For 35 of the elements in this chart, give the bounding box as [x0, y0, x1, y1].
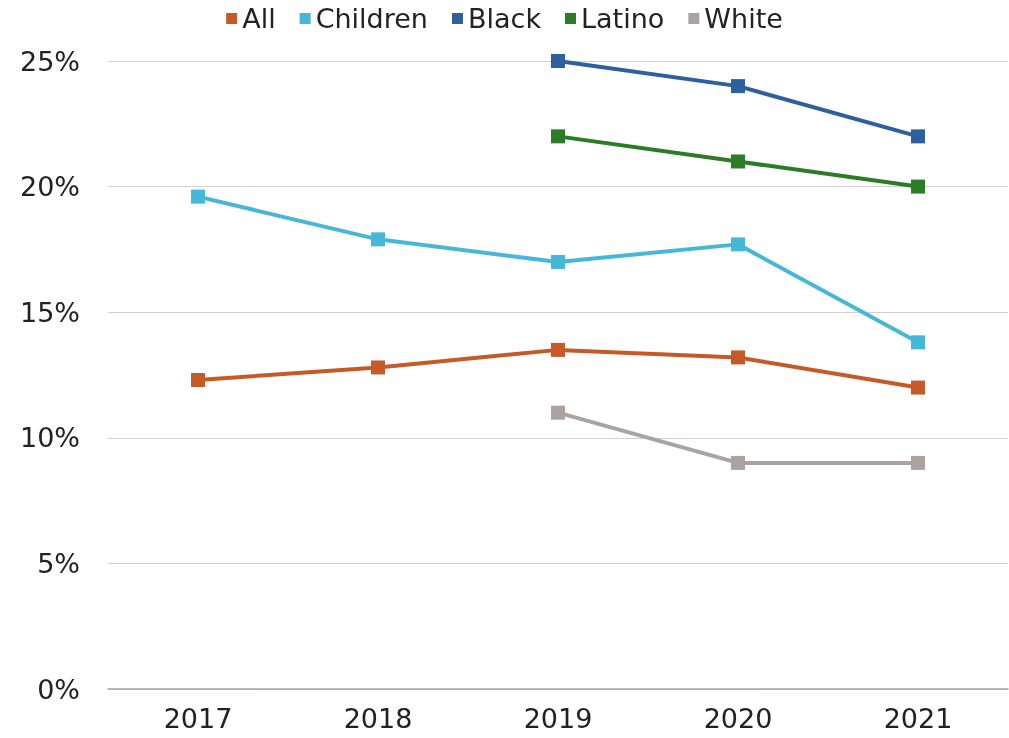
legend-label: Black [467, 3, 542, 34]
point [731, 79, 745, 94]
point [551, 254, 565, 269]
point [911, 335, 925, 350]
point [551, 54, 565, 68]
y-tick-label: 20% [19, 171, 80, 203]
point [911, 380, 925, 395]
point [371, 232, 385, 247]
legend-label: All [242, 3, 276, 34]
point [551, 129, 565, 144]
point [551, 405, 565, 420]
point [551, 342, 565, 357]
x-tick-label: 2018 [343, 703, 413, 734]
point [731, 350, 745, 365]
point [911, 455, 925, 470]
point [191, 189, 205, 204]
point [911, 179, 925, 194]
legend-label: Children [315, 3, 428, 34]
legend-label: White [704, 3, 783, 34]
point [911, 129, 925, 144]
point [191, 373, 205, 388]
point [731, 154, 745, 169]
x-tick-label: 2020 [703, 703, 773, 734]
legend-label: Latino [581, 3, 665, 34]
x-tick-label: 2019 [523, 703, 593, 734]
y-tick-label: 5% [37, 547, 80, 579]
x-tick-label: 2021 [883, 703, 953, 734]
point [731, 237, 745, 252]
y-tick-label: 10% [19, 422, 80, 454]
point [731, 455, 745, 470]
y-tick-label: 15% [19, 296, 80, 328]
point [371, 360, 385, 375]
x-tick-label: 2017 [163, 703, 233, 734]
y-tick-label: 25% [19, 45, 80, 77]
y-tick-label: 0% [37, 673, 80, 705]
